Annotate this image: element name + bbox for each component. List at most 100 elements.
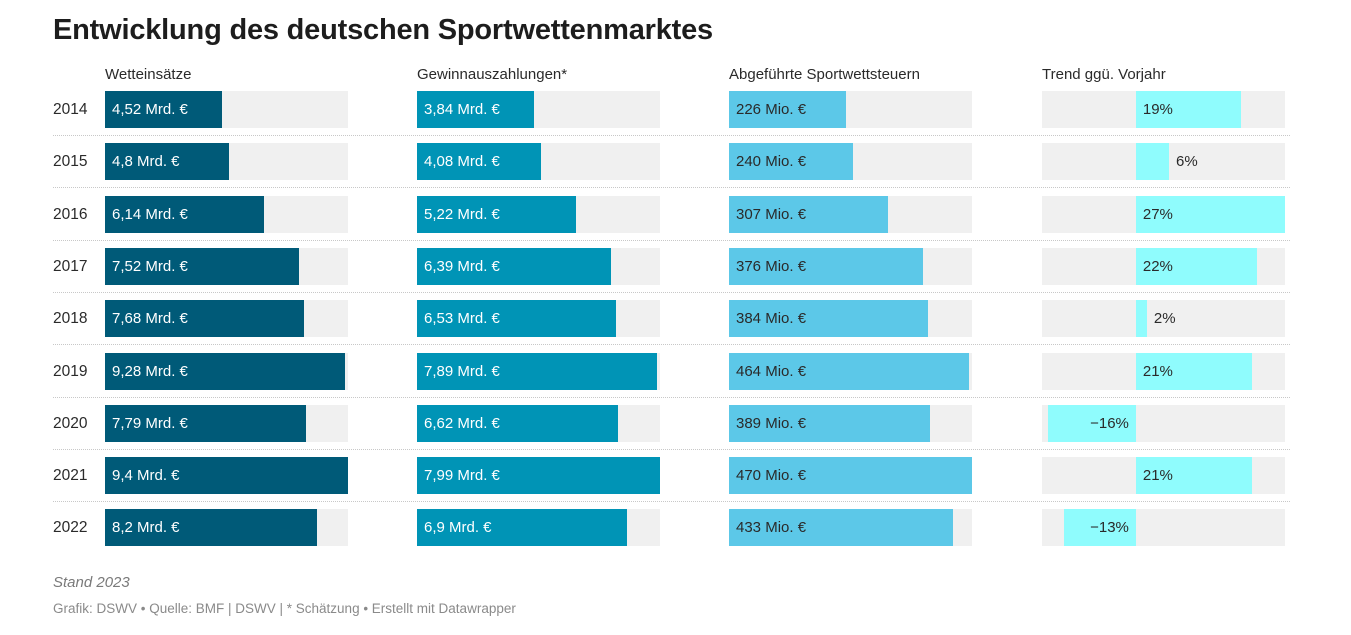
year-label: 2014	[53, 101, 88, 118]
trend-bar	[1047, 405, 1136, 442]
bar	[729, 457, 972, 494]
trend-label: 6%	[1176, 153, 1198, 170]
trend-track: 21%	[1042, 353, 1285, 390]
bar	[729, 143, 853, 180]
trend-track: −16%	[1042, 405, 1285, 442]
bar	[729, 248, 923, 285]
bar	[417, 509, 627, 546]
bar	[417, 143, 541, 180]
bar	[105, 196, 264, 233]
bar	[729, 509, 953, 546]
trend-track: 21%	[1042, 457, 1285, 494]
trend-bar	[1135, 143, 1169, 180]
bar-track: 5,22 Mrd. €	[417, 196, 660, 233]
trend-bar	[1135, 300, 1147, 337]
bar-track: 470 Mio. €	[729, 457, 972, 494]
trend-label: −16%	[1090, 415, 1129, 432]
bar-track: 240 Mio. €	[729, 143, 972, 180]
data-label: 433 Mio. €	[736, 519, 807, 536]
bar-track: 226 Mio. €	[729, 91, 972, 128]
trend-label: 21%	[1142, 467, 1173, 484]
bar	[105, 509, 317, 546]
data-label: 389 Mio. €	[736, 415, 807, 432]
column-header-tax: Abgeführte Sportwettsteuern	[729, 66, 920, 83]
bar	[729, 91, 846, 128]
bar	[105, 457, 348, 494]
trend-bar	[1135, 91, 1241, 128]
bar	[417, 300, 616, 337]
year-label: 2016	[53, 206, 88, 223]
data-label: 464 Mio. €	[736, 363, 807, 380]
bar	[105, 353, 345, 390]
row-divider	[53, 240, 1290, 241]
bar-track: 6,9 Mrd. €	[417, 509, 660, 546]
column-header-trend: Trend ggü. Vorjahr	[1042, 66, 1166, 83]
bar	[729, 196, 888, 233]
data-label: 8,2 Mrd. €	[112, 519, 180, 536]
year-label: 2022	[53, 519, 88, 536]
trend-track: 19%	[1042, 91, 1285, 128]
data-label: 9,28 Mrd. €	[112, 363, 188, 380]
data-label: 7,68 Mrd. €	[112, 310, 188, 327]
trend-track: 27%	[1042, 196, 1285, 233]
bar	[105, 405, 306, 442]
bar	[417, 353, 657, 390]
data-label: 376 Mio. €	[736, 258, 807, 275]
bar-track: 389 Mio. €	[729, 405, 972, 442]
data-label: 240 Mio. €	[736, 153, 807, 170]
bar	[417, 196, 576, 233]
bar-track: 6,62 Mrd. €	[417, 405, 660, 442]
bar-track: 6,39 Mrd. €	[417, 248, 660, 285]
bar-track: 384 Mio. €	[729, 300, 972, 337]
trend-track: 6%	[1042, 143, 1285, 180]
bar-track: 307 Mio. €	[729, 196, 972, 233]
bar	[105, 248, 299, 285]
trend-label: 22%	[1142, 258, 1173, 275]
trend-bar	[1135, 196, 1285, 233]
trend-bar	[1064, 509, 1136, 546]
data-label: 7,79 Mrd. €	[112, 415, 188, 432]
row-divider	[53, 187, 1290, 188]
data-label: 3,84 Mrd. €	[424, 101, 500, 118]
year-label: 2020	[53, 415, 88, 432]
data-label: 6,39 Mrd. €	[424, 258, 500, 275]
chart-title: Entwicklung des deutschen Sportwettenmar…	[53, 14, 713, 46]
data-label: 4,08 Mrd. €	[424, 153, 500, 170]
data-label: 7,52 Mrd. €	[112, 258, 188, 275]
data-label: 5,22 Mrd. €	[424, 206, 500, 223]
data-label: 226 Mio. €	[736, 101, 807, 118]
trend-bar	[1135, 457, 1252, 494]
row-divider	[53, 135, 1290, 136]
bar-track: 6,14 Mrd. €	[105, 196, 348, 233]
trend-bar	[1135, 353, 1252, 390]
data-label: 7,99 Mrd. €	[424, 467, 500, 484]
trend-track: −13%	[1042, 509, 1285, 546]
trend-label: 27%	[1142, 206, 1173, 223]
row-divider	[53, 344, 1290, 345]
trend-bar	[1135, 248, 1258, 285]
bar-track: 376 Mio. €	[729, 248, 972, 285]
bar	[105, 91, 222, 128]
bar-track: 9,4 Mrd. €	[105, 457, 348, 494]
year-label: 2019	[53, 363, 88, 380]
year-label: 2018	[53, 310, 88, 327]
bar-track: 6,53 Mrd. €	[417, 300, 660, 337]
data-label: 470 Mio. €	[736, 467, 807, 484]
bar	[105, 300, 304, 337]
bar-track: 3,84 Mrd. €	[417, 91, 660, 128]
data-label: 4,52 Mrd. €	[112, 101, 188, 118]
data-label: 6,62 Mrd. €	[424, 415, 500, 432]
year-label: 2015	[53, 153, 88, 170]
trend-label: 21%	[1142, 363, 1173, 380]
bar-track: 9,28 Mrd. €	[105, 353, 348, 390]
trend-track: 2%	[1042, 300, 1285, 337]
bar-track: 7,79 Mrd. €	[105, 405, 348, 442]
bar	[729, 300, 928, 337]
data-label: 4,8 Mrd. €	[112, 153, 180, 170]
bar	[417, 405, 618, 442]
bar-track: 4,52 Mrd. €	[105, 91, 348, 128]
bar	[729, 353, 969, 390]
data-label: 6,14 Mrd. €	[112, 206, 188, 223]
bar-track: 7,89 Mrd. €	[417, 353, 660, 390]
row-divider	[53, 449, 1290, 450]
